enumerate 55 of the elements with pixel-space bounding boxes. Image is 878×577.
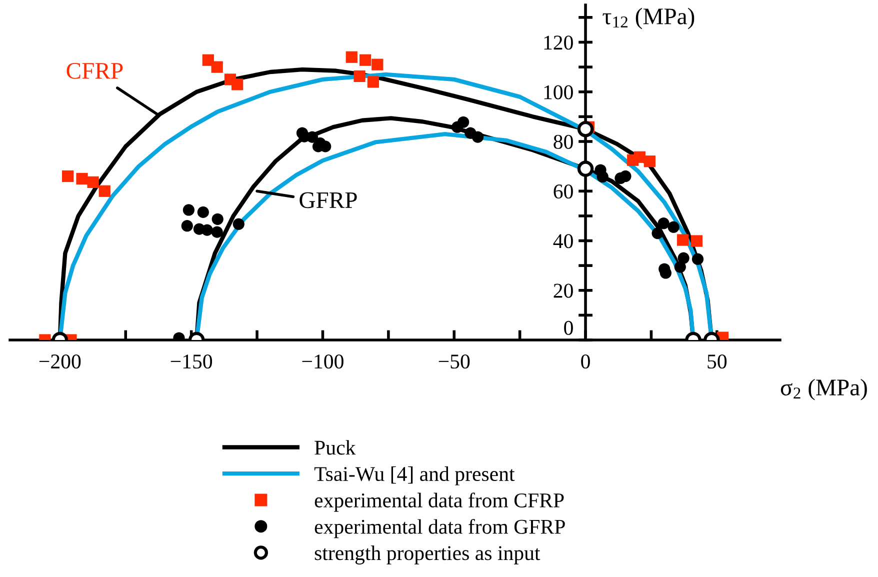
point	[212, 213, 224, 225]
point	[692, 253, 704, 265]
y-tick-label: 120	[544, 36, 573, 50]
legend-label: experimental data from CFRP	[314, 492, 564, 512]
point	[676, 234, 689, 246]
point	[232, 218, 244, 230]
point	[620, 170, 632, 182]
point	[367, 76, 379, 88]
y-tick-label: 40	[553, 234, 573, 248]
point	[372, 58, 384, 70]
point	[658, 218, 670, 230]
point	[62, 170, 74, 182]
point	[652, 227, 664, 240]
point	[472, 131, 484, 143]
point	[678, 252, 690, 264]
legend-label: Tsai-Wu [4] and present	[314, 466, 515, 486]
y-tick-label: 60	[554, 184, 573, 199]
x-tick-label: −50	[438, 354, 470, 369]
point	[181, 220, 193, 232]
y-axis-title: τ$_{12}$ (MPa)	[602, 8, 694, 30]
point	[232, 78, 244, 90]
x-tick-label: −200	[39, 354, 81, 369]
point	[197, 206, 209, 218]
point	[634, 151, 646, 163]
point	[354, 70, 366, 82]
point	[182, 204, 195, 216]
point	[577, 160, 594, 177]
point	[98, 185, 110, 197]
point	[668, 221, 680, 233]
legend-label: Puck	[314, 440, 356, 455]
x-tick-label: −100	[302, 354, 344, 369]
point	[87, 176, 99, 188]
point	[690, 235, 703, 247]
point	[211, 226, 223, 238]
point	[596, 170, 608, 183]
point	[644, 156, 656, 168]
y-tick-label: 100	[544, 85, 573, 100]
point	[458, 116, 470, 128]
annotation: GFRP	[300, 192, 357, 208]
legend-label: experimental data from GFRP	[314, 518, 565, 538]
annotation: CFRP	[66, 62, 123, 79]
point	[201, 224, 213, 236]
legend-label: strength properties as input	[314, 546, 540, 564]
y-tick-label: 0	[564, 320, 573, 335]
x-axis-title: σ$_{2}$ (MPa)	[780, 378, 867, 400]
point	[359, 54, 372, 66]
point	[577, 120, 594, 138]
point	[76, 172, 88, 185]
point	[211, 61, 223, 73]
y-tick-label: 80	[554, 134, 573, 149]
point	[346, 51, 358, 63]
x-tick-label: 50	[708, 354, 727, 369]
x-tick-label: −150	[170, 354, 212, 369]
y-tick-label: 20	[554, 284, 573, 298]
x-tick-label: 0	[581, 354, 590, 369]
